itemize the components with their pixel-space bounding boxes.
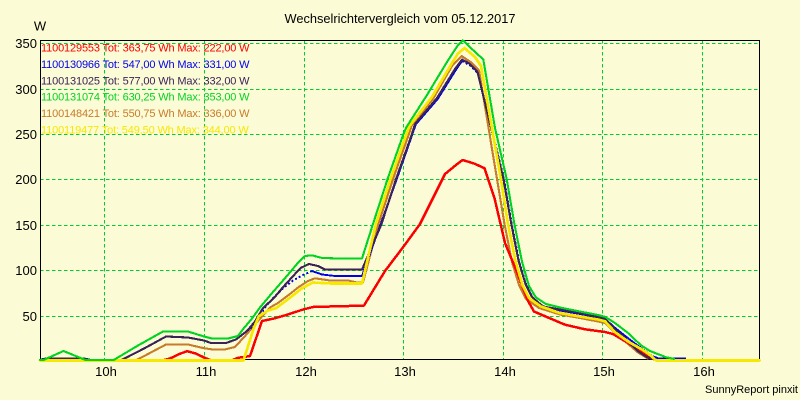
svg-text:1100131025 Tot: 577,00 Wh Max:: 1100131025 Tot: 577,00 Wh Max: 332,00 W [41, 75, 250, 87]
svg-text:1100129553 Tot: 363,75 Wh Max:: 1100129553 Tot: 363,75 Wh Max: 222,00 W [41, 43, 250, 55]
svg-text:1100130966 Tot: 547,00 Wh Max:: 1100130966 Tot: 547,00 Wh Max: 331,00 W [41, 59, 250, 71]
svg-text:Wechselrichtervergleich vom 05: Wechselrichtervergleich vom 05.12.2017 [285, 11, 516, 26]
svg-text:15h: 15h [593, 364, 615, 379]
svg-text:1100131074 Tot: 630,25 Wh Max:: 1100131074 Tot: 630,25 Wh Max: 353,00 W [41, 92, 250, 104]
svg-text:200: 200 [15, 172, 37, 187]
svg-text:14h: 14h [494, 364, 516, 379]
svg-text:150: 150 [15, 218, 37, 233]
svg-text:50: 50 [23, 309, 37, 324]
svg-text:11h: 11h [196, 364, 217, 379]
svg-text:SunnyReport pinxit: SunnyReport pinxit [705, 384, 798, 396]
svg-text:10h: 10h [95, 364, 117, 379]
svg-text:16h: 16h [693, 364, 715, 379]
svg-text:12h: 12h [295, 364, 317, 379]
svg-text:250: 250 [15, 127, 37, 142]
svg-text:300: 300 [15, 82, 37, 97]
svg-text:13h: 13h [394, 364, 416, 379]
svg-text:1100148421 Tot: 550,75 Wh Max:: 1100148421 Tot: 550,75 Wh Max: 336,00 W [41, 108, 250, 120]
svg-text:1100119477 Tot: 549,50 Wh Max:: 1100119477 Tot: 549,50 Wh Max: 344,00 W [41, 125, 249, 137]
svg-text:W: W [34, 18, 47, 33]
svg-text:350: 350 [15, 36, 37, 51]
svg-text:100: 100 [15, 263, 37, 278]
